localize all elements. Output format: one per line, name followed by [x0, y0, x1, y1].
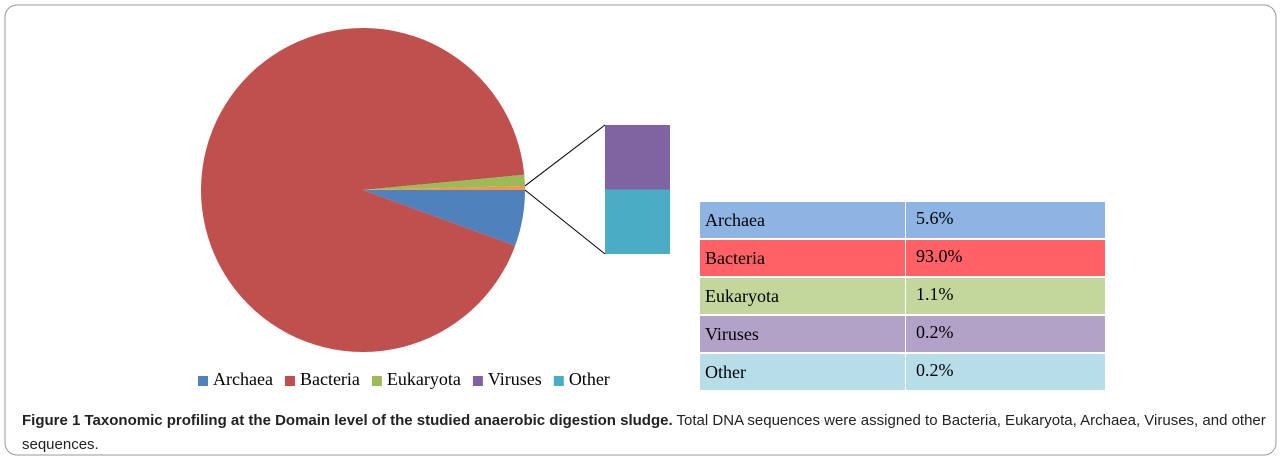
bar-segment: [605, 189, 670, 254]
table-cell: [700, 240, 905, 276]
table-cell: [700, 354, 905, 390]
table-value: 0.2%: [916, 322, 954, 342]
table-cell: [700, 316, 905, 352]
caption-text-cont: sequences.: [22, 436, 99, 453]
bar-segment: [605, 125, 670, 190]
caption-line-1: Figure 1 Taxonomic profiling at the Doma…: [22, 412, 1266, 429]
caption-text: Total DNA sequences were assigned to Bac…: [677, 412, 1266, 429]
table-cell: [700, 278, 905, 314]
table-cell: [906, 354, 1105, 390]
legend-label: Archaea: [213, 369, 273, 389]
table-cell: [906, 202, 1105, 238]
pie-slice: [201, 27, 525, 352]
table-value: 93.0%: [916, 246, 963, 266]
legend-swatch: [371, 376, 382, 386]
table-cell: [906, 278, 1105, 314]
table-value: 5.6%: [916, 208, 954, 228]
connector: [524, 189, 606, 255]
legend-label: Bacteria: [300, 369, 360, 389]
legend-swatch: [472, 376, 483, 386]
legend-swatch: [553, 376, 564, 386]
legend-label: Viruses: [488, 369, 542, 389]
table-category: Other: [705, 362, 746, 382]
legend: Archaea Bacteria Eukaryota Viruses Other: [198, 369, 610, 389]
table-value: 1.1%: [916, 284, 954, 304]
pie-slice: [363, 190, 525, 246]
caption-line-2: sequences.: [22, 436, 99, 453]
legend-swatch: [284, 376, 295, 386]
table-cell: [700, 202, 905, 238]
frame: [4, 4, 1277, 456]
connector: [524, 124, 606, 187]
table-value: 0.2%: [916, 360, 954, 380]
legend-label: Eukaryota: [387, 369, 461, 389]
legend-swatch: [198, 376, 208, 386]
table-category: Eukaryota: [705, 286, 779, 306]
pie-slice-combined: [363, 185, 525, 190]
table-category: Archaea: [705, 210, 765, 230]
table-category: Viruses: [705, 324, 759, 344]
caption-title: Figure 1 Taxonomic profiling at the Doma…: [22, 412, 673, 429]
legend-label: Other: [569, 369, 610, 389]
pie-slice: [363, 174, 525, 190]
table-category: Bacteria: [705, 248, 765, 268]
table-cell: [906, 240, 1105, 276]
table-cell: [906, 316, 1105, 352]
